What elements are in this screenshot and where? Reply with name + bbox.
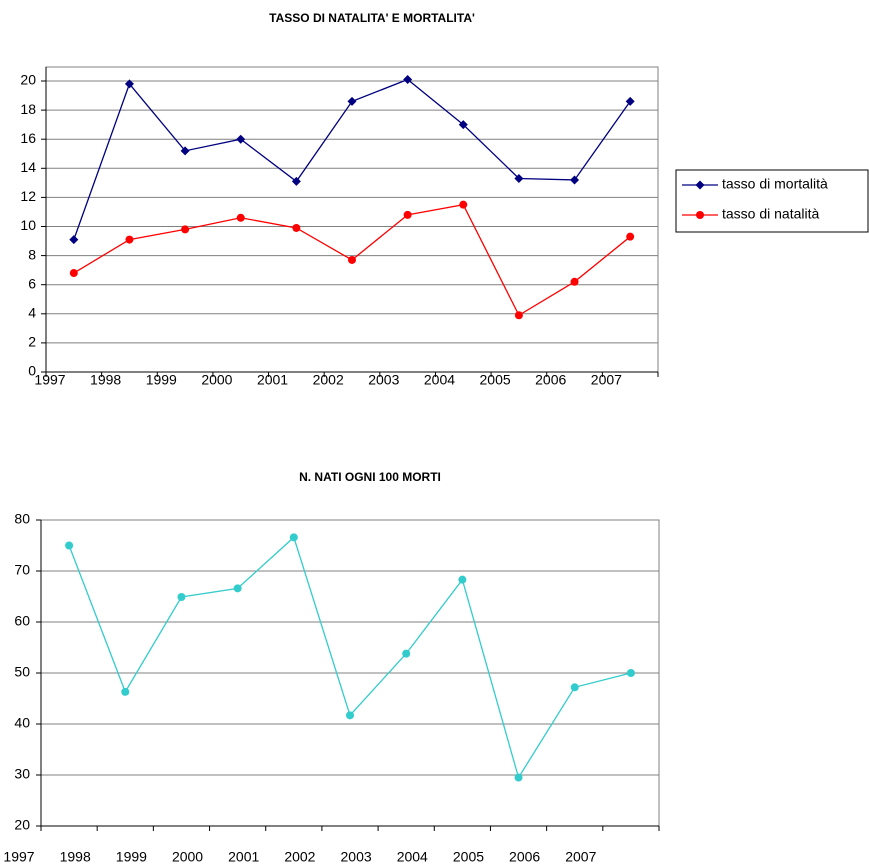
y-tick-label: 6: [28, 275, 36, 291]
marker: [514, 773, 523, 782]
y-tick-label: 20: [20, 72, 36, 88]
x-tick-label: 2003: [368, 372, 399, 388]
legend-label: tasso di natalità: [722, 206, 819, 222]
x-tick-label: 2000: [201, 372, 232, 388]
marker: [403, 75, 413, 85]
x-tick-label: 2000: [172, 849, 203, 865]
marker: [695, 180, 705, 190]
y-tick-label: 12: [20, 188, 36, 204]
marker: [69, 235, 79, 245]
marker: [570, 175, 580, 185]
marker: [402, 649, 411, 658]
y-tick-label: 0: [28, 363, 36, 379]
x-tick-label: 1997: [3, 849, 34, 865]
marker: [626, 232, 635, 241]
x-tick-label: 2002: [284, 849, 315, 865]
y-tick-label: 4: [28, 305, 36, 321]
marker: [233, 584, 242, 593]
marker: [292, 223, 301, 232]
marker: [348, 255, 356, 264]
x-tick-label: 1998: [60, 849, 91, 865]
x-tick-label: 1999: [116, 849, 147, 865]
marker: [570, 683, 579, 692]
y-tick-label: 80: [14, 511, 30, 527]
y-tick-label: 50: [14, 664, 30, 680]
marker: [570, 277, 579, 286]
x-tick-label: 2001: [228, 849, 259, 865]
marker: [403, 210, 412, 219]
y-tick-label: 18: [20, 101, 36, 117]
x-tick-label: 2003: [341, 849, 372, 865]
marker: [347, 96, 357, 106]
plot-frame: [45, 66, 659, 373]
x-tick-label: 1998: [90, 372, 121, 388]
marker: [696, 211, 704, 219]
x-tick-label: 2005: [453, 849, 484, 865]
marker: [514, 173, 524, 183]
series-line: [68, 536, 632, 780]
marker: [236, 134, 246, 144]
y-tick-label: 2: [28, 334, 36, 350]
x-tick-label: 2002: [313, 372, 344, 388]
marker: [346, 711, 354, 720]
marker: [236, 213, 245, 222]
y-tick-label: 40: [14, 715, 30, 731]
legend-label: tasso di mortalità: [722, 176, 828, 192]
y-tick-label: 14: [20, 159, 36, 175]
y-tick-label: 30: [14, 766, 30, 782]
y-tick-label: 20: [14, 817, 30, 833]
marker: [514, 311, 523, 320]
marker: [625, 96, 635, 106]
y-tick-label: 10: [20, 217, 36, 233]
y-tick-label: 8: [28, 246, 36, 262]
y-tick-label: 16: [20, 130, 36, 146]
marker: [125, 235, 134, 244]
x-tick-label: 1997: [34, 372, 65, 388]
marker: [180, 146, 190, 156]
marker: [177, 593, 186, 602]
x-tick-label: 2001: [257, 372, 288, 388]
x-tick-label: 1999: [146, 372, 177, 388]
chart-title: TASSO DI NATALITA' E MORTALITA': [269, 11, 475, 25]
marker: [459, 200, 468, 209]
x-tick-label: 2006: [535, 372, 566, 388]
marker: [69, 269, 78, 278]
marker: [65, 541, 74, 550]
chart-title: N. NATI OGNI 100 MORTI: [299, 470, 441, 484]
legend-box: [675, 169, 869, 233]
x-tick-label: 2004: [397, 849, 428, 865]
y-tick-label: 60: [14, 613, 30, 629]
marker: [124, 79, 134, 89]
x-tick-label: 2007: [591, 372, 622, 388]
marker: [121, 687, 130, 696]
x-tick-label: 2004: [424, 372, 455, 388]
x-tick-label: 2007: [565, 849, 596, 865]
y-tick-label: 70: [14, 562, 30, 578]
x-tick-label: 2005: [480, 372, 511, 388]
marker: [458, 575, 467, 584]
marker: [291, 176, 301, 186]
x-tick-label: 2006: [509, 849, 540, 865]
marker: [458, 120, 468, 130]
marker: [289, 533, 298, 542]
marker: [181, 225, 190, 234]
marker: [626, 669, 635, 677]
